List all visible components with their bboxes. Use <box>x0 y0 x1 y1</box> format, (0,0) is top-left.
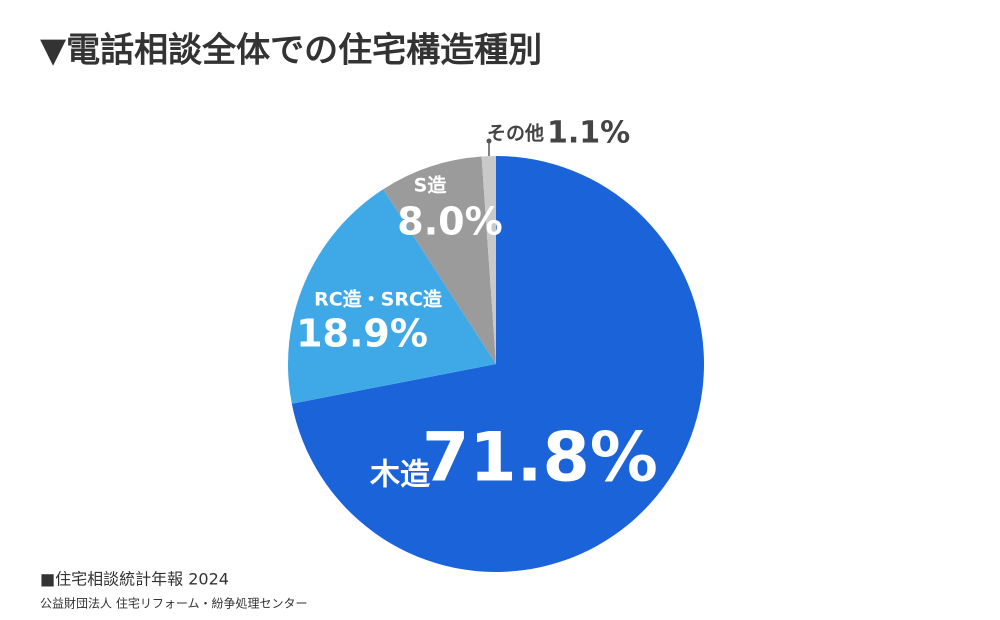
category-label: 木造 <box>369 458 430 493</box>
pie-slice <box>288 189 496 404</box>
value-label: 1.1% <box>547 116 630 151</box>
value-label: 71.8% <box>422 419 658 498</box>
pie <box>288 156 705 572</box>
pie-slice <box>291 156 705 572</box>
value-label: 8.0% <box>397 200 502 244</box>
publisher: 公益財団法人 住宅リフォーム・紛争処理センター <box>40 596 307 611</box>
value-label: 18.9% <box>296 312 428 356</box>
pie-slice <box>383 156 496 364</box>
category-label: その他 <box>487 122 544 145</box>
leader-dot <box>486 138 492 144</box>
chart-title: ▼電話相談全体での住宅構造種別 <box>40 31 542 71</box>
category-label: RC造・SRC造 <box>314 288 443 311</box>
pie-slice <box>481 156 496 364</box>
category-label: S造 <box>414 174 448 197</box>
source: ■住宅相談統計年報 2024 <box>40 570 229 589</box>
